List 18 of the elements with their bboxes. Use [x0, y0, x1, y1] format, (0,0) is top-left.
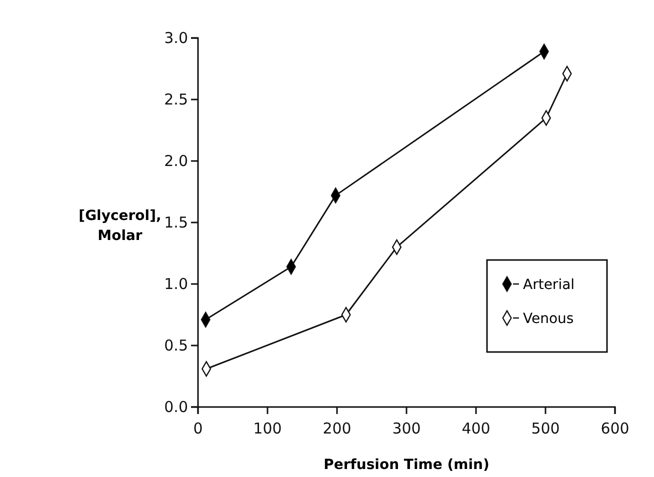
y-tick-label: 2.5: [164, 90, 188, 108]
x-tick-label: 300: [392, 420, 421, 438]
y-tick-label: 0.0: [164, 398, 188, 416]
x-tick-label: 200: [322, 420, 352, 438]
x-tick-label: 0: [193, 420, 203, 438]
legend-label: Arterial: [523, 277, 575, 293]
x-tick-label: 600: [600, 420, 630, 438]
y-tick-label: 1.0: [164, 274, 188, 293]
y-tick-label: 2.0: [164, 152, 188, 170]
x-tick-label: 500: [531, 420, 560, 438]
y-tick-label: 3.0: [164, 28, 188, 47]
x-axis-title: Perfusion Time (min): [324, 457, 490, 473]
legend-label: Venous: [523, 311, 574, 327]
x-tick-label: 400: [462, 420, 490, 438]
x-tick-label: 100: [253, 420, 282, 438]
y-tick-label: 0.5: [164, 336, 188, 354]
y-tick-label: 1.5: [164, 213, 188, 232]
y-axis-title: [Glycerol], Molar: [78, 208, 162, 244]
